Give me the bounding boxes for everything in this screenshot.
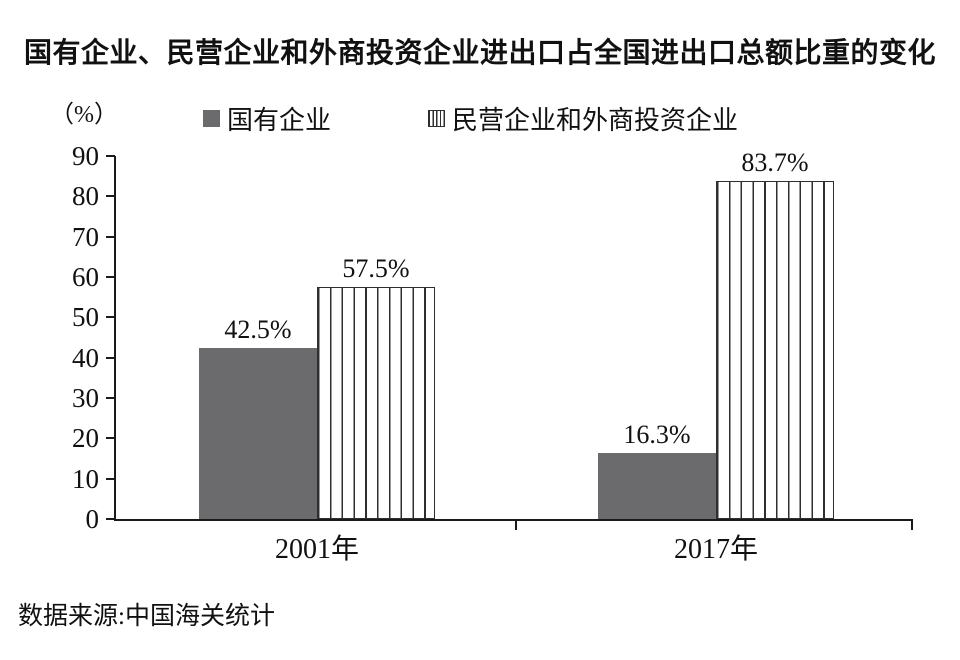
bar-value-label: 42.5% (224, 315, 292, 344)
y-tick-label: 20 (72, 423, 99, 454)
y-tick-label: 10 (72, 463, 99, 494)
y-tick (106, 437, 115, 440)
bar-solid-0 (199, 348, 317, 519)
y-tick-label: 0 (85, 504, 100, 534)
data-source-note: 数据来源:中国海关统计 (18, 603, 275, 630)
legend-label-private-foreign: 民营企业和外商投资企业 (452, 106, 739, 135)
y-tick (106, 155, 115, 157)
y-tick (106, 397, 115, 399)
bar-value-label: 16.3% (623, 420, 691, 449)
x-tick (911, 521, 913, 530)
y-tick (106, 356, 115, 359)
y-tick (106, 235, 115, 238)
y-tick-label: 30 (72, 383, 99, 413)
y-tick-label: 60 (72, 262, 99, 292)
category-label: 2001年 (274, 534, 359, 565)
legend-marker-solid-icon (203, 110, 220, 127)
y-tick-label: 40 (72, 342, 99, 373)
legend-label-state-owned: 国有企业 (227, 106, 332, 135)
legend-item-private-foreign: 民营企业和外商投资企业 (428, 106, 738, 136)
legend: 国有企业 民营企业和外商投资企业 (203, 106, 738, 136)
bar-striped-1 (716, 181, 834, 519)
y-tick (106, 316, 115, 319)
bar-value-label: 83.7% (741, 148, 809, 177)
y-tick-label: 50 (72, 302, 99, 333)
y-tick (106, 195, 115, 198)
bar-striped-0 (317, 287, 435, 519)
x-axis-line (114, 519, 913, 521)
legend-marker-striped-icon (428, 110, 445, 127)
y-tick (106, 276, 115, 278)
y-axis-line (114, 156, 116, 521)
x-tick (515, 521, 517, 530)
y-tick (106, 477, 115, 480)
y-tick-label: 70 (72, 221, 99, 252)
y-tick-label: 80 (72, 181, 99, 212)
y-tick (106, 518, 115, 520)
y-tick-label: 90 (72, 141, 99, 171)
legend-item-state-owned: 国有企业 (203, 106, 331, 136)
y-axis-unit-label: （%） (50, 102, 118, 128)
category-label: 2017年 (673, 534, 758, 565)
bar-solid-1 (598, 453, 716, 519)
bar-value-label: 57.5% (342, 254, 410, 283)
chart-title: 国有企业、民营企业和外商投资企业进出口占全国进出口总额比重的变化 (23, 37, 936, 68)
